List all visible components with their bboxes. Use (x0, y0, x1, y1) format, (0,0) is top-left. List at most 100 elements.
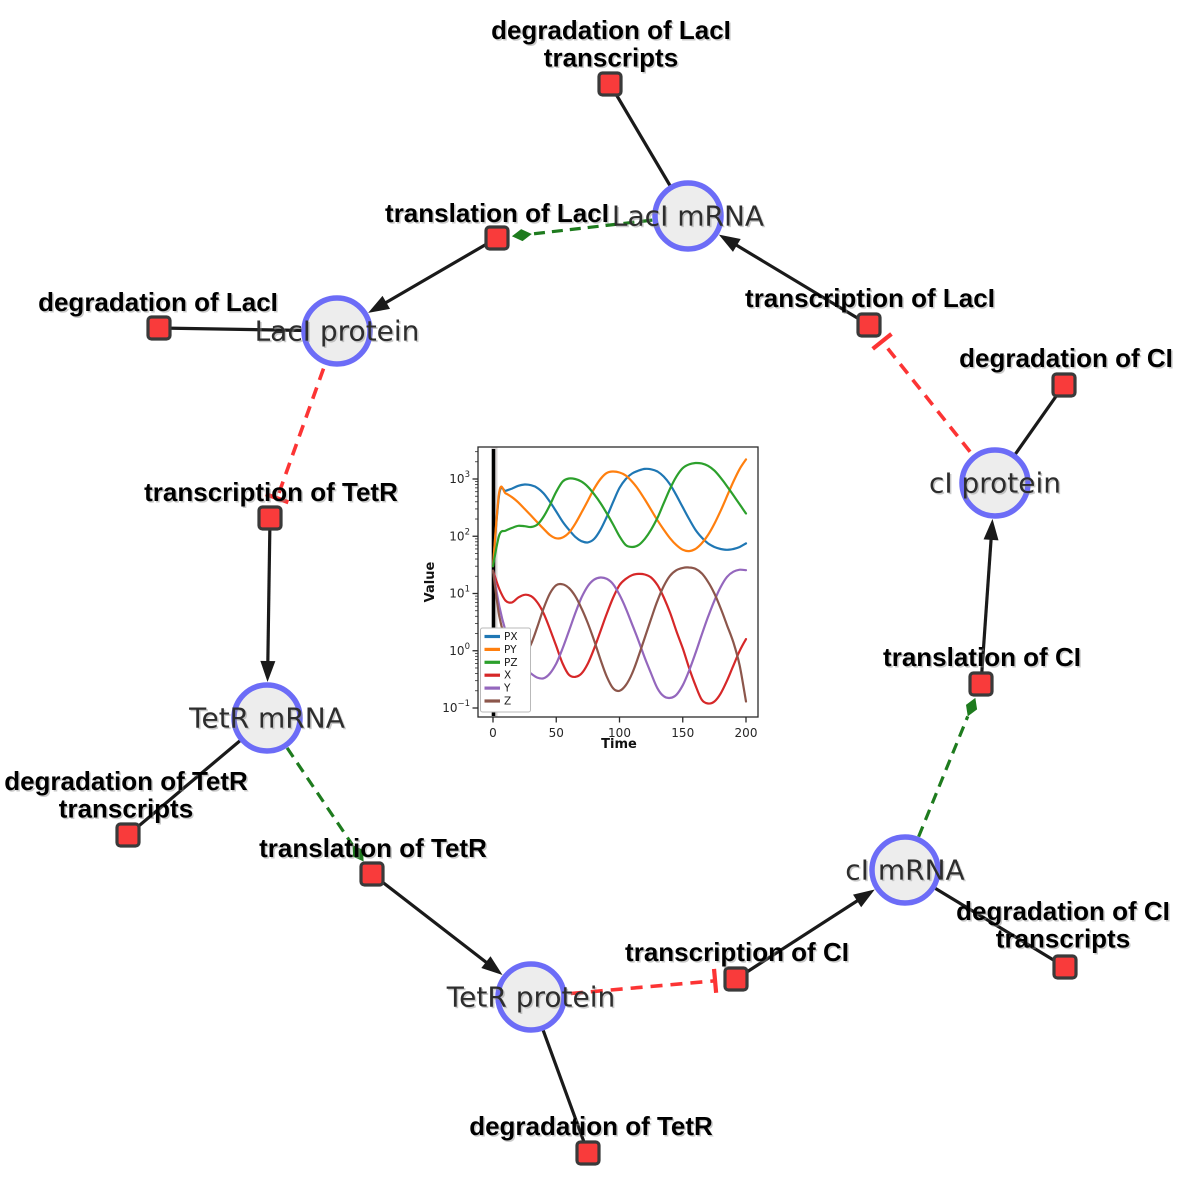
reaction-label-deg-ci-tx-line1: degradation of CI (956, 896, 1170, 926)
chart-y-axis-label: Value (423, 561, 438, 602)
reaction-label-txn-tetr-shadow: transcription of TetR (146, 479, 400, 509)
x-tick-label: 0 (489, 726, 497, 740)
reaction-node-transl-tetr[interactable] (359, 861, 385, 887)
edge-transl_lacI-to-lacI_protein-arrowhead (368, 295, 391, 313)
chart-spines (477, 446, 759, 718)
x-tick-label: 150 (671, 726, 694, 740)
edge-tetR_protein-to-txn_cI-tbar (711, 968, 719, 993)
reaction-node-txn-tetr[interactable] (257, 505, 283, 531)
y-tick-label: 103 (449, 470, 470, 486)
legend-label-x: X (504, 670, 511, 682)
y-tick-label: 101 (449, 585, 470, 601)
species-label-laci-mrna-shadow: LacI mRNA (613, 201, 765, 234)
reaction-label-transl-tetr-shadow: translation of TetR (261, 835, 489, 865)
species-label-tetr-protein-shadow: TetR protein (447, 982, 616, 1015)
series-px-line (491, 467, 748, 568)
edge-lacI_mRNA-to-transl_lacI-diamond-head (511, 229, 532, 242)
edge-transl_tetR-to-tetR_protein (371, 872, 493, 968)
edge-lacI_protein-to-txn_tetR-tbar (265, 492, 290, 505)
reaction-node-deg-laci[interactable] (146, 315, 172, 341)
species-label-ci-protein-shadow: cI protein (930, 468, 1062, 501)
y-tick-label: 100 (449, 642, 470, 658)
reaction-node-txn-laci[interactable] (856, 312, 882, 338)
reaction-label-transl-tetr: translation of TetR (259, 833, 487, 863)
reaction-node-deg-tetr[interactable] (575, 1140, 601, 1166)
species-label-laci-protein-shadow: LacI protein (256, 316, 421, 349)
reaction-label-deg-laci-shadow: degradation of LacI (40, 289, 280, 319)
reaction-label-deg-tetr-tx-line2-shadow: transcripts (60, 795, 194, 825)
species-label-ci-protein: cI protein (929, 467, 1061, 500)
edge-txn_lacI-to-lacI_mRNA (730, 240, 870, 327)
edge-cI_protein-to-txn_lacI-tbar (871, 332, 893, 351)
reaction-label-deg-laci: degradation of LacI (38, 287, 278, 317)
species-node-laci-protein[interactable] (301, 295, 373, 367)
reaction-label-deg-tetr-tx-line1: degradation of TetR (4, 766, 248, 796)
reaction-node-txn-ci[interactable] (723, 966, 749, 992)
reaction-label-transl-ci-shadow: translation of CI (885, 644, 1083, 674)
reaction-label-transl-laci-shadow: translation of LacI (387, 200, 611, 230)
reaction-node-transl-laci[interactable] (484, 225, 510, 251)
legend-label-py: PY (504, 644, 517, 656)
reaction-label-deg-ci-tx-line2: transcripts (996, 924, 1130, 954)
reaction-label-transl-ci: translation of CI (883, 642, 1081, 672)
x-tick-label: 50 (549, 726, 564, 740)
reaction-label-deg-laci-tx-line2-shadow: transcripts (545, 44, 679, 74)
species-label-tetr-mrna: TetR mRNA (188, 702, 345, 735)
reaction-label-deg-ci-tx-line2-shadow: transcripts (997, 925, 1131, 955)
legend-label-y: Y (503, 683, 511, 695)
legend-label-px: PX (504, 631, 518, 643)
reaction-label-deg-ci-tx-line1-shadow: degradation of CI (958, 898, 1172, 928)
species-label-tetr-protein: TetR protein (446, 981, 615, 1014)
edge-txn_tetR-to-tetR_mRNA-arrowhead (260, 660, 276, 683)
reaction-label-deg-tetr-tx-line1-shadow: degradation of TetR (6, 768, 250, 798)
reaction-node-deg-tetr-tx[interactable] (115, 822, 141, 848)
species-label-tetr-mrna-shadow: TetR mRNA (190, 703, 347, 736)
reaction-label-txn-ci: transcription of CI (625, 937, 849, 967)
reaction-node-deg-ci[interactable] (1051, 372, 1077, 398)
nodes-layer (115, 71, 1078, 1166)
y-tick-label: 10−1 (442, 699, 470, 715)
species-node-tetr-mrna[interactable] (231, 682, 303, 754)
reaction-label-txn-laci-shadow: transcription of LacI (747, 285, 997, 315)
series-z-line (491, 566, 748, 703)
x-tick-label: 100 (608, 726, 631, 740)
reaction-label-deg-ci-shadow: degradation of CI (961, 345, 1175, 375)
edge-txn_cI-to-cI_mRNA (735, 895, 864, 981)
series-x-line (491, 569, 748, 705)
reaction-node-transl-ci[interactable] (968, 671, 994, 697)
reaction-label-txn-ci-shadow: transcription of CI (627, 939, 851, 969)
reaction-label-deg-tetr-tx-line2: transcripts (59, 794, 193, 824)
legend-label-pz: PZ (504, 657, 518, 669)
reaction-node-deg-ci-tx[interactable] (1052, 954, 1078, 980)
species-node-laci-mrna[interactable] (652, 180, 724, 252)
edge-transl_cI-to-cI_protein (979, 532, 994, 685)
species-node-ci-protein[interactable] (959, 447, 1031, 519)
edge-transl_tetR-to-tetR_protein-arrowhead (481, 956, 503, 975)
reaction-label-deg-laci-tx-line1: degradation of LacI (491, 15, 731, 45)
species-label-ci-mrna: cI mRNA (845, 854, 964, 887)
y-tick-label: 102 (449, 527, 470, 543)
species-label-ci-mrna-shadow: cI mRNA (847, 855, 966, 888)
reaction-label-deg-tetr-shadow: degradation of TetR (471, 1113, 715, 1143)
reaction-label-deg-tetr: degradation of TetR (469, 1111, 713, 1141)
edge-transl_lacI-to-lacI_protein (379, 236, 498, 308)
series-py-line (491, 458, 748, 568)
series-pz-line (491, 461, 748, 568)
reaction-label-deg-ci: degradation of CI (959, 343, 1173, 373)
chart-x-axis-label: Time (601, 737, 637, 752)
series-y-line (491, 568, 748, 700)
edge-txn_cI-to-cI_mRNA-arrowhead (853, 889, 875, 908)
species-node-ci-mrna[interactable] (869, 834, 941, 906)
reaction-node-deg-laci-tx[interactable] (597, 71, 623, 97)
edge-tetR_mRNA-to-transl_tetR-diamond-head (352, 844, 364, 862)
reaction-label-transl-laci: translation of LacI (385, 198, 609, 228)
edge-txn_lacI-to-lacI_mRNA-arrowhead (718, 234, 741, 252)
edge-txn_tetR-to-tetR_mRNA (266, 517, 272, 669)
edge-cI_mRNA-to-transl_cI-diamond-head (965, 697, 978, 717)
species-node-tetr-protein[interactable] (495, 961, 567, 1033)
reaction-label-txn-laci: transcription of LacI (745, 283, 995, 313)
